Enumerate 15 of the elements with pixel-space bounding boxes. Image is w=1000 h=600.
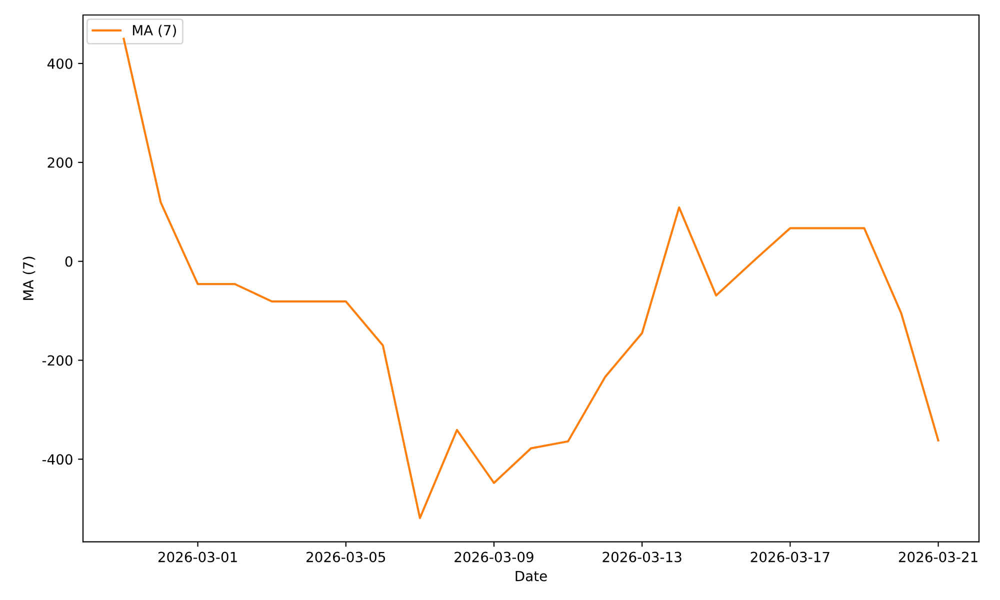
x-tick-label: 2026-03-13: [602, 552, 682, 562]
y-tick-label: -400: [42, 454, 72, 465]
x-tick-label: 2026-03-17: [750, 552, 830, 562]
y-tick-label: 400: [47, 58, 72, 69]
y-tick-label: 0: [65, 256, 72, 267]
y-axis-title: MA (7): [22, 256, 36, 300]
legend-label: MA (7): [132, 24, 176, 38]
line-series: [122, 38, 940, 520]
y-tick-label: -200: [42, 355, 72, 366]
x-axis-title: Date: [516, 570, 547, 582]
x-tick-label: 2026-03-09: [454, 552, 534, 562]
x-tick-label: 2026-03-05: [306, 552, 386, 562]
y-tick-label: 200: [48, 157, 72, 168]
x-tick-label: 2026-03-01: [158, 552, 237, 562]
x-tick-label: 2026-03-21: [898, 552, 978, 562]
